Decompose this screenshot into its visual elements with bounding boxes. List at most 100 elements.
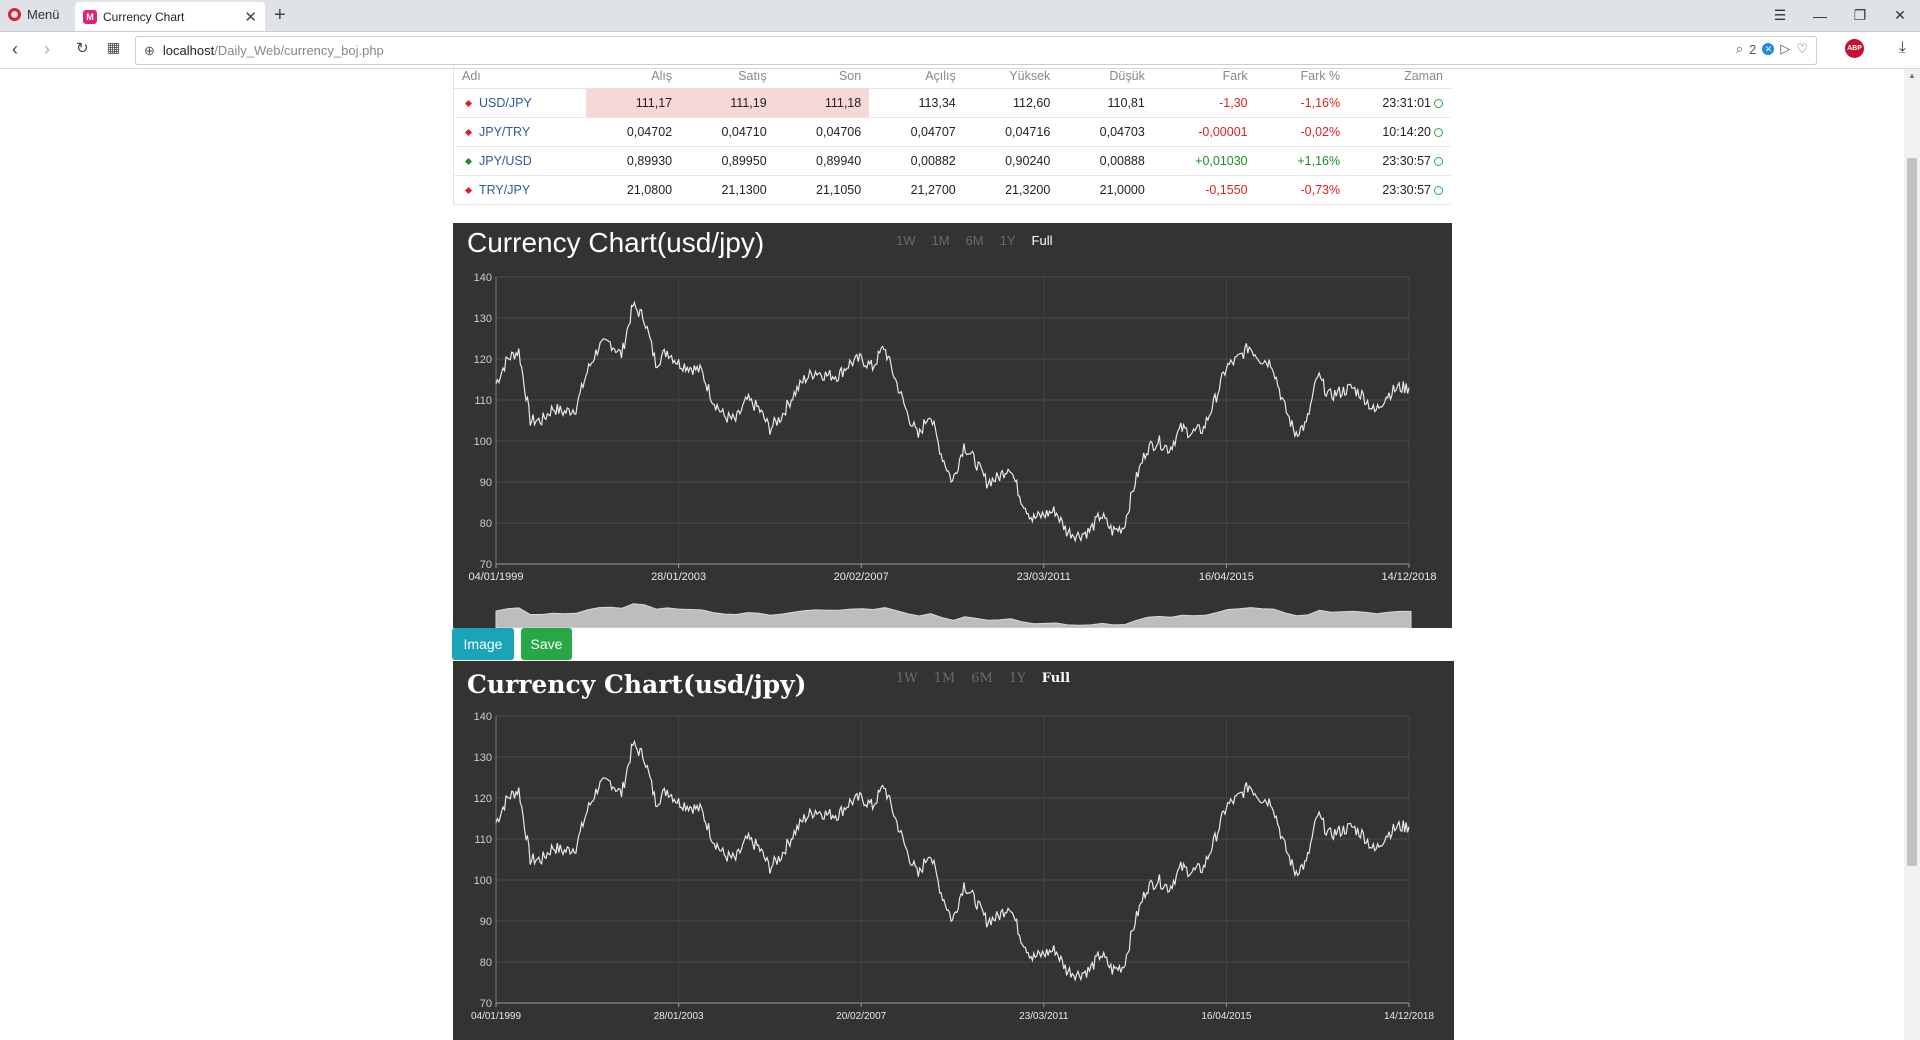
acilis-cell: 0,04707 xyxy=(869,117,964,147)
pair-name-cell[interactable]: JPY/TRY xyxy=(453,117,586,147)
fark-value: -0,1550 xyxy=(1205,183,1248,197)
fark_pct-value: -0,73% xyxy=(1300,183,1341,197)
table-row: USD/JPY 111,17 111,19 111,18 113,34 112,60 110… xyxy=(453,88,1451,118)
back-icon[interactable]: ‹ xyxy=(12,39,18,59)
yuksek-cell: 0,04716 xyxy=(963,117,1059,147)
range-1m[interactable]: 1M xyxy=(931,233,950,248)
opera-menu-button[interactable]: Menü xyxy=(8,7,60,22)
series-line xyxy=(495,300,1410,543)
acilis-value: 0,00882 xyxy=(910,154,956,168)
speed-dial-icon[interactable]: ▦ xyxy=(107,39,121,55)
tab-close-icon[interactable]: ✕ xyxy=(244,8,257,26)
currency-chart-primary[interactable]: Currency Chart(usd/jpy) 1W 1M 6M 1Y Full 70 8… xyxy=(453,223,1452,628)
close-window-icon[interactable]: ✕ xyxy=(1894,7,1906,23)
trend-down-icon xyxy=(464,99,473,108)
url-host: localhost xyxy=(162,43,215,58)
satis-value: 0,04710 xyxy=(721,125,767,139)
son-value: 111,18 xyxy=(824,96,862,110)
range-1w[interactable]: 1W xyxy=(896,233,916,248)
url-path: /Daily_Web/currency_boj.php xyxy=(214,43,384,58)
fark_pct-cell: -0,73% xyxy=(1255,175,1349,205)
y-tick-label: 120 xyxy=(474,793,492,805)
heart-icon[interactable]: ♡ xyxy=(1796,41,1808,56)
dusuk-cell: 21,0000 xyxy=(1058,175,1153,205)
acilis-cell: 0,00882 xyxy=(869,146,964,176)
fark_pct-value: +1,16% xyxy=(1297,154,1341,168)
new-tab-button[interactable]: + xyxy=(274,4,286,26)
url-field[interactable]: ⊕ localhost/Daily_Web/currency_boj.php ⌕… xyxy=(135,36,1817,65)
col-header: Fark % xyxy=(1255,64,1349,89)
son-cell: 21,1050 xyxy=(774,175,870,205)
acilis-cell: 21,2700 xyxy=(869,175,964,205)
range-1m[interactable]: 1M xyxy=(933,671,956,686)
zaman-cell: 23:31:01 xyxy=(1348,88,1451,118)
acilis-value: 0,04707 xyxy=(910,125,956,139)
image-button[interactable]: Image xyxy=(452,628,514,660)
y-tick-label: 140 xyxy=(474,272,492,284)
save-button[interactable]: Save xyxy=(521,628,572,660)
zaman-value: 23:30:57 xyxy=(1382,154,1431,168)
x-tick-label: 16/04/2015 xyxy=(1199,571,1254,583)
fark_pct-value: -0,02% xyxy=(1300,125,1341,139)
satis-value: 111,19 xyxy=(730,96,767,110)
x-tick-label: 16/04/2015 xyxy=(1201,1011,1251,1022)
x-tick-label: 04/01/1999 xyxy=(468,571,523,583)
range-6m[interactable]: 6M xyxy=(971,671,993,686)
opera-logo-icon xyxy=(8,8,21,21)
window-controls: ☰ — ❐ ✕ xyxy=(1760,0,1920,31)
alis-cell: 0,89930 xyxy=(585,146,681,176)
dusuk-value: 110,81 xyxy=(1107,96,1145,110)
send-icon[interactable]: ▷ xyxy=(1780,41,1791,56)
adblock-icon[interactable]: ABP xyxy=(1845,39,1864,58)
dusuk-value: 0,04703 xyxy=(1099,125,1145,139)
range-1y[interactable]: 1Y xyxy=(1008,671,1026,686)
browser-tab[interactable]: M Currency Chart ✕ xyxy=(75,2,265,31)
y-tick-label: 130 xyxy=(474,752,492,764)
yuksek-value: 0,90240 xyxy=(1005,154,1051,168)
y-tick-label: 140 xyxy=(474,711,492,723)
chart-title: Currency Chart(usd/jpy) xyxy=(467,670,807,699)
range-full[interactable]: Full xyxy=(1031,233,1053,248)
satis-cell: 0,89950 xyxy=(680,146,775,176)
y-tick-label: 70 xyxy=(480,998,492,1010)
tab-title: Currency Chart xyxy=(103,9,185,24)
range-selector: 1W 1M 6M 1Y Full xyxy=(896,233,1052,248)
fark_pct-cell: +1,16% xyxy=(1255,146,1349,176)
forward-icon[interactable]: › xyxy=(44,39,50,59)
pair-name-cell[interactable]: TRY/JPY xyxy=(453,175,586,205)
satis-value: 21,1300 xyxy=(721,183,767,197)
restore-icon[interactable]: ❐ xyxy=(1853,7,1867,23)
download-icon[interactable]: ⤓ xyxy=(1898,39,1906,56)
quotes-table-body: USD/JPY 111,17 111,19 111,18 113,34 112,60 110… xyxy=(453,88,1451,205)
table-header-row: Adı Alış Satış Son Açılış Yüksek Düşük F… xyxy=(453,64,1451,89)
range-1y[interactable]: 1Y xyxy=(999,233,1016,248)
minimize-icon[interactable]: — xyxy=(1813,7,1827,24)
pair-name-cell[interactable]: USD/JPY xyxy=(453,88,586,118)
navigator-area xyxy=(495,603,1412,628)
son-cell: 111,18 xyxy=(774,88,870,118)
y-tick-label: 130 xyxy=(474,313,492,325)
range-full[interactable]: Full xyxy=(1041,671,1071,686)
scrollbar-thumb[interactable] xyxy=(1907,158,1917,866)
col-header: Son xyxy=(774,64,870,89)
vpn-badge-icon[interactable]: ✕ xyxy=(1762,43,1775,55)
reload-icon[interactable]: ↻ xyxy=(76,40,89,57)
tab-menu-icon[interactable]: ☰ xyxy=(1773,7,1787,23)
search-icon[interactable]: ⌕ xyxy=(1735,41,1744,56)
clock-icon xyxy=(1434,99,1443,108)
satis-value: 0,89950 xyxy=(721,154,767,168)
fark-value: -0,00001 xyxy=(1198,125,1248,139)
pair-name-cell[interactable]: JPY/USD xyxy=(453,146,586,176)
scroll-up-icon[interactable]: ▲ xyxy=(1908,71,1916,80)
range-1w[interactable]: 1W xyxy=(896,671,918,686)
browser-tab-bar: Menü M Currency Chart ✕ + ☰ — ❐ ✕ xyxy=(0,0,1920,32)
y-tick-label: 100 xyxy=(474,436,492,448)
site-favicon-icon: M xyxy=(83,9,97,24)
x-tick-label: 20/02/2007 xyxy=(836,1011,886,1022)
range-6m[interactable]: 6M xyxy=(965,233,984,248)
y-tick-label: 100 xyxy=(474,875,492,887)
fark-cell: -0,00001 xyxy=(1152,117,1256,147)
pair-name: TRY/JPY xyxy=(479,183,531,197)
acilis-value: 21,2700 xyxy=(910,183,956,197)
son-value: 21,1050 xyxy=(816,183,862,197)
